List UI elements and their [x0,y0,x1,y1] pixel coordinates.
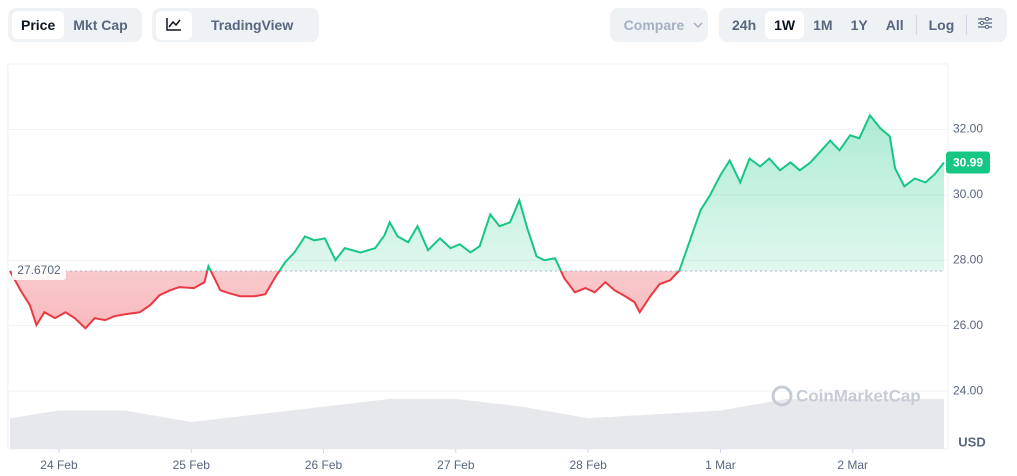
y-tick-label: 28.00 [953,252,983,266]
view-toggle: Price Mkt Cap [8,8,142,42]
current-price-tag [946,151,990,174]
settings-icon[interactable] [970,16,1000,34]
x-tick-label: 26 Feb [305,458,343,472]
view-button[interactable]: Price [12,11,65,39]
x-tick-label: 1 Mar [705,458,736,472]
area-up [207,115,944,272]
range-button[interactable]: 24h [732,17,757,33]
line-icon[interactable] [156,10,192,40]
y-tick-label: 30.00 [953,187,983,201]
current-price-label: 30.99 [953,156,983,170]
x-tick-label: 27 Feb [437,458,475,472]
plot-frame [7,63,949,450]
separator [915,15,917,35]
compare-dropdown[interactable]: Compare [610,8,708,42]
chart-toggle: TradingView [152,8,319,42]
y-tick-label: 26.00 [953,318,983,332]
currency-label: USD [958,434,985,449]
x-tick-label: 2 Mar [837,458,868,472]
baseline-label: 27.6702 [17,263,61,277]
tradingview-button[interactable]: TradingView [211,17,294,33]
y-tick-label: 24.00 [953,383,983,397]
separator [966,15,968,35]
x-tick-label: 25 Feb [173,458,211,472]
watermark: CoinMarketCap [796,386,921,405]
range-button[interactable]: 1W [765,11,805,39]
volume-area [10,398,944,449]
y-tick-label: 32.00 [953,122,983,136]
area-down [10,271,944,329]
view-button[interactable]: Mkt Cap [73,17,128,33]
price-line-down [9,271,681,330]
x-tick-label: 24 Feb [40,458,78,472]
baseline-tag [12,262,66,281]
range-button[interactable]: All [885,17,904,33]
compare-label: Compare [623,17,685,33]
range-button[interactable]: 1Y [850,17,868,33]
x-tick-label: 28 Feb [569,458,607,472]
range-button[interactable]: 1M [813,17,833,33]
watermark-logo [771,385,793,407]
price-line-up [10,113,945,272]
range-toggle: 24h 1W 1M 1Y All Log [719,8,1007,42]
log-button[interactable]: Log [928,17,955,33]
